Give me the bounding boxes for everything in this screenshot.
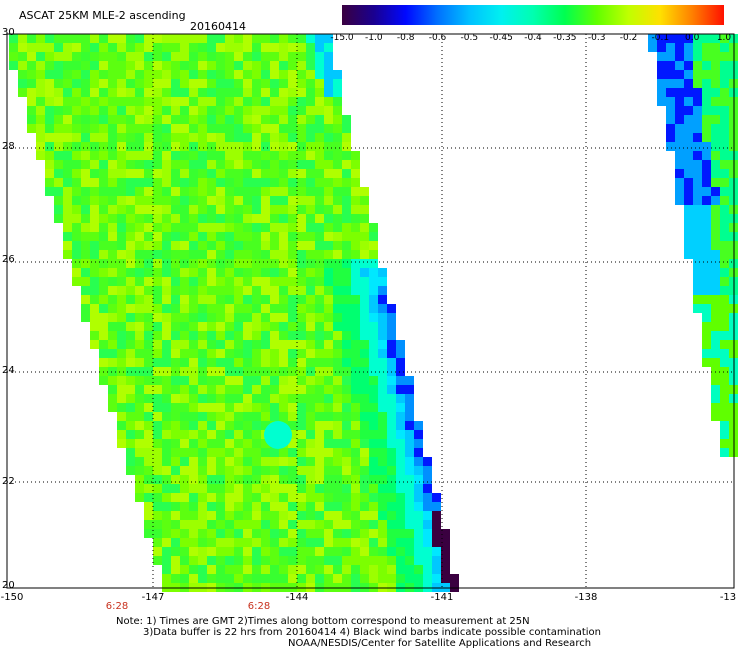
time-label-2: 6:28 <box>247 601 271 612</box>
y-tick-24: 24 <box>2 365 15 376</box>
note-line-2: 3)Data buffer is 22 hrs from 20160414 4)… <box>143 627 601 638</box>
colorbar-tick-label: -0.2 <box>619 33 638 43</box>
x-tick-144: -144 <box>285 592 309 603</box>
colorbar-tick-label: -0.5 <box>460 33 479 43</box>
title: ASCAT 25KM MLE-2 ascending <box>19 9 186 22</box>
colorbar-tick-label: -15.0 <box>330 33 354 43</box>
y-tick-26: 26 <box>2 254 15 265</box>
colorbar-tick-label: -0.3 <box>587 33 606 43</box>
colorbar-tick-label: 0.0 <box>684 33 700 43</box>
colorbar-gradient <box>342 5 724 25</box>
note-line-3: NOAA/NESDIS/Center for Satellite Applica… <box>288 638 592 649</box>
x-tick-147: -147 <box>141 592 165 603</box>
x-tick-135: -13 <box>719 592 737 603</box>
date-label: 20160414 <box>190 20 246 33</box>
x-tick-138: -138 <box>574 592 598 603</box>
y-tick-30: 30 <box>2 27 15 38</box>
note-line-1: Note: 1) Times are GMT 2)Times along bot… <box>116 616 530 627</box>
x-tick-150: -150 <box>0 592 24 603</box>
plot-frame <box>6 33 735 589</box>
colorbar-tick-label: 1.0 <box>716 33 732 43</box>
colorbar-tick-label: -0.35 <box>553 33 577 43</box>
colorbar-tick-label: -0.6 <box>428 33 447 43</box>
colorbar-tick-label: -0.8 <box>396 33 415 43</box>
main-swath <box>9 34 459 592</box>
colorbar-tick-label: -0.45 <box>489 33 513 43</box>
y-tick-22: 22 <box>2 476 15 487</box>
graticule <box>7 34 734 588</box>
y-tick-20: 20 <box>2 580 15 591</box>
colorbar-tick-label: -0.4 <box>524 33 542 43</box>
colorbar: -15.0 -1.0 -0.8 -0.6 -0.5 -0.45 -0.4 -0.35 -0.3 -… <box>330 5 731 43</box>
y-tick-28: 28 <box>2 141 15 152</box>
colorbar-tick-label: -1.0 <box>365 33 383 43</box>
x-tick-141: -141 <box>430 592 454 603</box>
time-label-1: 6:28 <box>105 601 129 612</box>
colorbar-tick-label: -0.1 <box>651 33 670 43</box>
